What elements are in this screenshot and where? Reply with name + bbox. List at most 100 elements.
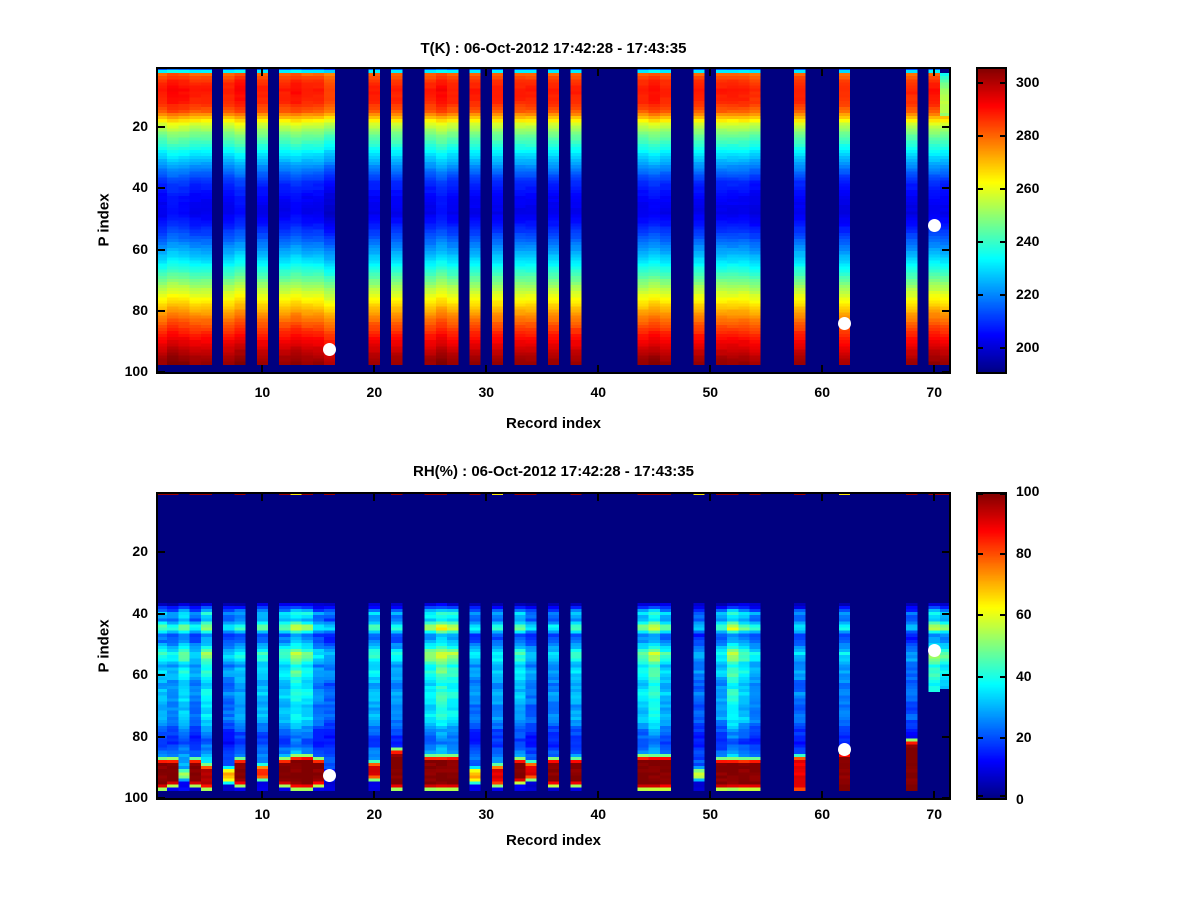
humidity-xaxis-label: Record index (505, 832, 602, 849)
humidity-heatmap (156, 492, 951, 800)
x-tick-mark (485, 69, 488, 76)
colorbar-tick-mark (978, 737, 983, 740)
y-tick-label: 80 (132, 727, 148, 744)
colorbar-tick-mark (978, 675, 983, 678)
y-tick-mark (158, 551, 165, 554)
x-tick-mark (261, 365, 264, 372)
x-tick-mark (485, 365, 488, 372)
colorbar-tick-label: 280 (1016, 126, 1040, 143)
humidity-yaxis-label: P index (95, 619, 113, 673)
y-tick-mark (942, 612, 949, 615)
x-tick-mark (373, 791, 376, 798)
y-tick-label: 60 (132, 240, 148, 257)
x-tick-mark (709, 791, 712, 798)
x-tick-mark (821, 791, 824, 798)
y-tick-label: 100 (124, 789, 148, 806)
x-tick-mark (597, 791, 600, 798)
colorbar-tick-label: 20 (1016, 729, 1032, 746)
flag-marker-dot (323, 342, 337, 356)
colorbar-tick-mark (978, 795, 983, 797)
y-tick-mark (942, 187, 949, 190)
y-tick-mark (158, 125, 165, 128)
temperature-colorbar (976, 67, 1007, 374)
colorbar-tick-mark (1000, 614, 1005, 617)
y-tick-mark (158, 371, 165, 374)
x-tick-mark (485, 791, 488, 798)
x-tick-mark (821, 365, 824, 372)
colorbar-tick-label: 60 (1016, 606, 1032, 623)
colorbar-tick-label: 260 (1016, 179, 1040, 196)
colorbar-tick-mark (978, 614, 983, 617)
x-tick-label: 30 (478, 806, 495, 822)
x-tick-label: 50 (702, 384, 719, 400)
flag-marker-dot (323, 768, 337, 782)
temperature-yaxis-label: P index (95, 193, 113, 247)
y-tick-label: 20 (132, 117, 148, 134)
x-tick-mark (261, 791, 264, 798)
x-tick-label: 10 (254, 384, 271, 400)
x-tick-mark (261, 69, 264, 76)
y-tick-label: 40 (132, 179, 148, 196)
y-tick-label: 40 (132, 604, 148, 621)
flag-marker-dot (838, 316, 852, 330)
y-tick-mark (942, 735, 949, 738)
colorbar-tick-mark (1000, 346, 1005, 349)
flag-marker-dot (927, 644, 941, 658)
x-tick-mark (709, 494, 712, 501)
y-tick-mark (942, 125, 949, 128)
colorbar-tick-label: 300 (1016, 73, 1040, 90)
y-tick-mark (158, 797, 165, 800)
colorbar-tick-mark (978, 81, 983, 84)
x-tick-label: 70 (926, 384, 942, 400)
x-tick-label: 60 (814, 384, 830, 400)
x-tick-mark (373, 365, 376, 372)
y-tick-mark (942, 674, 949, 677)
flag-marker-dot (838, 742, 852, 756)
x-tick-mark (373, 494, 376, 501)
colorbar-tick-mark (1000, 675, 1005, 678)
y-tick-mark (942, 797, 949, 800)
y-tick-mark (158, 187, 165, 190)
x-tick-mark (933, 791, 936, 798)
y-tick-mark (158, 735, 165, 738)
colorbar-tick-mark (1000, 737, 1005, 740)
colorbar-tick-label: 100 (1016, 483, 1040, 499)
x-tick-mark (373, 69, 376, 76)
x-tick-mark (709, 365, 712, 372)
y-tick-mark (942, 371, 949, 374)
temperature-heatmap (156, 67, 951, 374)
colorbar-tick-mark (1000, 493, 1005, 495)
y-tick-mark (942, 551, 949, 554)
y-tick-mark (158, 310, 165, 313)
colorbar-tick-mark (978, 134, 983, 137)
colorbar-tick-label: 220 (1016, 285, 1040, 302)
temperature-panel-title: T(K) : 06-Oct-2012 17:42:28 - 17:43:35 (420, 40, 687, 57)
y-tick-mark (158, 248, 165, 251)
x-tick-mark (261, 494, 264, 501)
x-tick-mark (597, 365, 600, 372)
colorbar-tick-mark (1000, 552, 1005, 555)
colorbar-tick-mark (978, 552, 983, 555)
x-tick-mark (709, 69, 712, 76)
temperature-xaxis-label: Record index (505, 415, 602, 432)
x-tick-mark (821, 494, 824, 501)
y-tick-label: 60 (132, 666, 148, 683)
colorbar-tick-mark (1000, 81, 1005, 84)
y-tick-mark (158, 674, 165, 677)
x-tick-label: 20 (366, 384, 383, 400)
colorbar-tick-label: 240 (1016, 232, 1040, 249)
colorbar-tick-mark (978, 240, 983, 243)
x-tick-label: 40 (590, 384, 607, 400)
x-tick-label: 10 (254, 806, 271, 822)
colorbar-tick-mark (1000, 240, 1005, 243)
x-tick-label: 50 (702, 806, 719, 822)
y-tick-label: 20 (132, 543, 148, 560)
colorbar-tick-mark (978, 187, 983, 190)
y-tick-label: 80 (132, 302, 148, 319)
x-tick-mark (597, 69, 600, 76)
x-tick-label: 70 (926, 806, 942, 822)
humidity-colorbar (976, 492, 1007, 800)
x-tick-label: 60 (814, 806, 830, 822)
x-tick-label: 20 (366, 806, 383, 822)
